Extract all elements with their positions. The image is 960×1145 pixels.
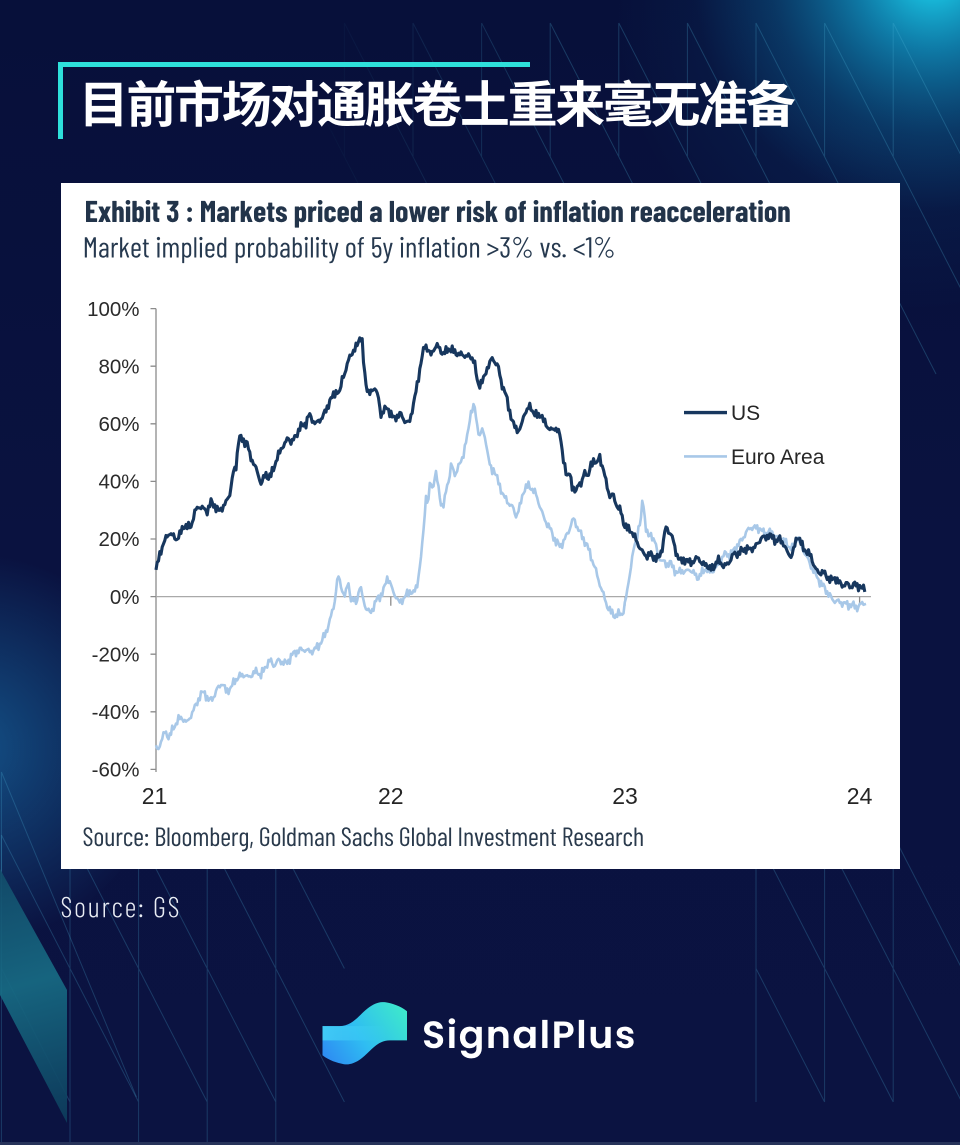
svg-text:23: 23 bbox=[612, 783, 638, 809]
svg-text:US: US bbox=[731, 402, 760, 425]
svg-text:24: 24 bbox=[847, 783, 873, 809]
svg-text:-20%: -20% bbox=[92, 643, 140, 666]
svg-text:20%: 20% bbox=[98, 528, 139, 551]
svg-text:0%: 0% bbox=[110, 586, 140, 609]
svg-text:-40%: -40% bbox=[92, 701, 140, 724]
svg-text:-60%: -60% bbox=[92, 759, 140, 782]
svg-text:Euro Area: Euro Area bbox=[731, 446, 825, 469]
svg-text:22: 22 bbox=[378, 783, 404, 809]
svg-text:21: 21 bbox=[142, 783, 168, 809]
svg-text:60%: 60% bbox=[98, 413, 139, 436]
svg-text:80%: 80% bbox=[98, 355, 139, 378]
svg-text:40%: 40% bbox=[98, 471, 139, 494]
svg-text:100%: 100% bbox=[87, 298, 139, 321]
